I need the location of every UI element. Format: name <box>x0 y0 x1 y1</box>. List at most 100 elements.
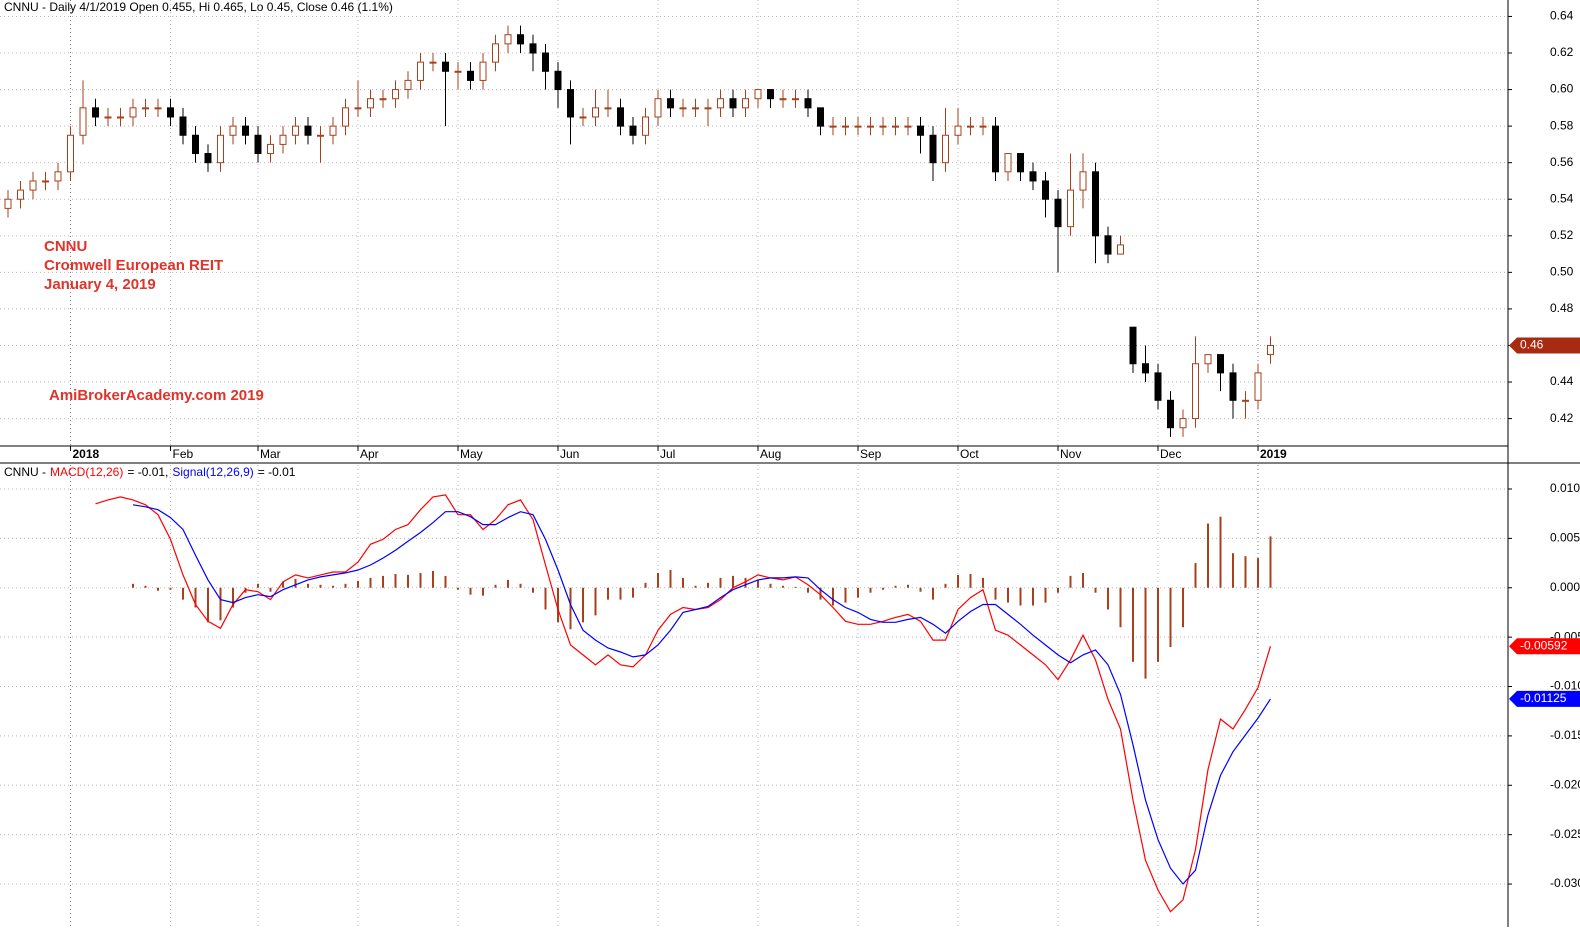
candle-body <box>79 107 87 136</box>
candle-body <box>67 134 74 173</box>
last-value-tag: -0.01125 <box>1520 691 1567 705</box>
candle-body <box>729 98 737 109</box>
candle-body <box>92 107 99 118</box>
x-tick-label: 2019 <box>1260 447 1287 461</box>
candle-body <box>1029 171 1037 182</box>
x-tick-label: Feb <box>173 447 194 461</box>
y-tick-label: 0.50 <box>1550 265 1574 279</box>
candle-body <box>29 180 37 191</box>
candle-body <box>454 70 462 73</box>
x-tick-label: Mar <box>260 447 281 461</box>
candle-body <box>317 134 324 137</box>
y-tick-label: 0.42 <box>1550 411 1574 425</box>
candle-body <box>504 34 512 45</box>
candle-body <box>42 180 49 183</box>
candle-body <box>529 43 537 54</box>
y-tick-label: 0.44 <box>1550 374 1574 388</box>
legend-entry: MACD(12,26) <box>50 465 123 479</box>
macd-header: CNNU - MACD(12,26) = -0.01, Signal(12,26,9)… <box>4 465 296 479</box>
candle-body <box>942 134 949 164</box>
candle-body <box>1054 198 1062 228</box>
candle-body <box>792 98 799 101</box>
x-tick-label: Dec <box>1160 447 1181 461</box>
candle-body <box>467 70 474 81</box>
candle-body <box>842 125 849 128</box>
x-tick-label: Jul <box>660 447 675 461</box>
annotation: January 4, 2019 <box>44 276 156 293</box>
candle-body <box>629 125 637 136</box>
candle-body <box>167 107 174 118</box>
last-price-tag-box <box>1509 337 1580 354</box>
candle-body <box>1042 180 1049 200</box>
last-value-tag-box <box>1509 690 1580 707</box>
candle-body <box>1104 235 1112 255</box>
candle-body <box>517 34 524 45</box>
candle-body <box>204 153 212 164</box>
candle-body <box>829 125 837 128</box>
candle-body <box>367 98 374 109</box>
candle-body <box>179 116 187 136</box>
y-tick-label: -0.0250 <box>1550 827 1580 841</box>
y-tick-label: 0.0000 <box>1550 580 1580 594</box>
legend-entry: Signal(12,26,9) <box>172 465 253 479</box>
candle-body <box>1167 399 1174 429</box>
candle-body <box>742 98 749 109</box>
candle-body <box>767 89 774 100</box>
candle-body <box>1217 354 1224 374</box>
x-tick-label: Jun <box>560 447 579 461</box>
candle-body <box>692 107 699 110</box>
mark-layer <box>4 25 1274 913</box>
candle-body <box>17 189 24 200</box>
candle-body <box>192 134 199 155</box>
candle-body <box>279 134 287 145</box>
candle-body <box>1092 171 1099 237</box>
candle-body <box>542 52 549 72</box>
candle-body <box>117 116 124 119</box>
y-tick-label: 0.56 <box>1550 155 1574 169</box>
y-tick-label: 0.64 <box>1550 9 1574 23</box>
candle-body <box>779 98 787 101</box>
candle-body <box>354 107 362 110</box>
y-tick-label: -0.0150 <box>1550 728 1580 742</box>
chart-title: CNNU - Daily 4/1/2019 Open 0.455, Hi 0.4… <box>4 0 393 14</box>
candle-body <box>992 125 999 173</box>
candle-body <box>892 125 899 128</box>
candle-body <box>4 198 12 209</box>
y-tick-label: 0.52 <box>1550 228 1574 242</box>
candle-body <box>492 43 499 63</box>
candle-body <box>604 107 612 110</box>
candle-body <box>879 125 887 128</box>
y-tick-label: 0.58 <box>1550 118 1574 132</box>
series-line <box>132 504 1272 885</box>
last-value-tag-box <box>1509 638 1580 655</box>
candle-body <box>392 89 399 100</box>
candle-body <box>967 125 974 128</box>
legend-value: = -0.01, <box>127 465 168 479</box>
candle-body <box>1004 153 1012 173</box>
candle-body <box>642 116 649 136</box>
candle-body <box>854 125 862 128</box>
x-tick-label: Apr <box>360 447 379 461</box>
candle-body <box>217 134 224 164</box>
candle-body <box>592 107 599 118</box>
candle-body <box>242 125 249 136</box>
candle-body <box>617 107 624 127</box>
candle-body <box>417 61 424 81</box>
candle-body <box>54 171 62 182</box>
x-tick-label: Oct <box>960 447 979 461</box>
series-line <box>95 494 1272 913</box>
label-layer: 0.42 0.44 0.46 0.48 0.50 0.52 0.54 0.56 0.58 0.60… <box>44 9 1580 890</box>
candle-body <box>379 98 387 101</box>
candle-body <box>304 125 312 136</box>
candle-body <box>442 61 449 72</box>
x-tick-label: 2018 <box>73 447 100 461</box>
candle-body <box>104 116 112 119</box>
candle-body <box>554 70 562 91</box>
candle-body <box>292 125 299 136</box>
candle-body <box>1204 354 1212 365</box>
